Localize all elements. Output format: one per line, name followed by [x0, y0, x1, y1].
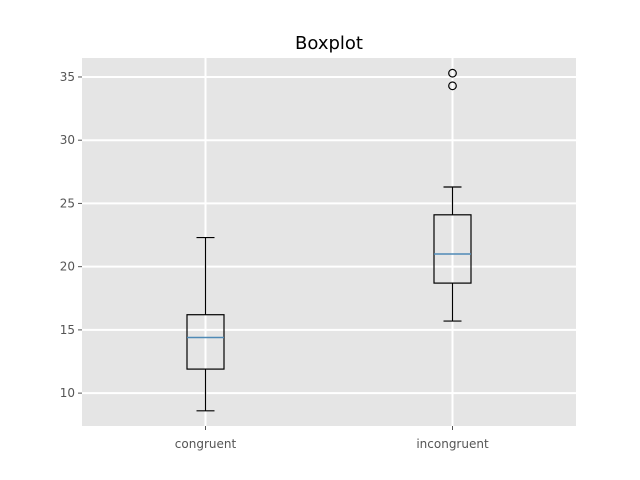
- y-tick-label: 20: [60, 260, 75, 274]
- x-axis-ticks: congruent incongruent: [175, 426, 489, 451]
- y-tick-label: 25: [60, 196, 75, 210]
- plot-area: [82, 58, 576, 426]
- y-tick-label: 30: [60, 133, 75, 147]
- chart-title: Boxplot: [295, 33, 363, 54]
- outlier-point: [448, 81, 457, 91]
- box-marks: [186, 68, 472, 412]
- grid-lines: [82, 58, 576, 426]
- y-axis-ticks: 10 15 20 25 30 35: [60, 70, 82, 400]
- box-congruent: [186, 236, 225, 412]
- y-tick-label: 35: [60, 70, 75, 84]
- x-tick-label: congruent: [175, 437, 237, 451]
- box-incongruent: [433, 68, 472, 322]
- box-body: [433, 214, 472, 284]
- box-body: [186, 314, 225, 370]
- outlier-point: [448, 68, 457, 78]
- y-tick-label: 15: [60, 323, 75, 337]
- x-tick-label: incongruent: [416, 437, 489, 451]
- y-tick-label: 10: [60, 386, 75, 400]
